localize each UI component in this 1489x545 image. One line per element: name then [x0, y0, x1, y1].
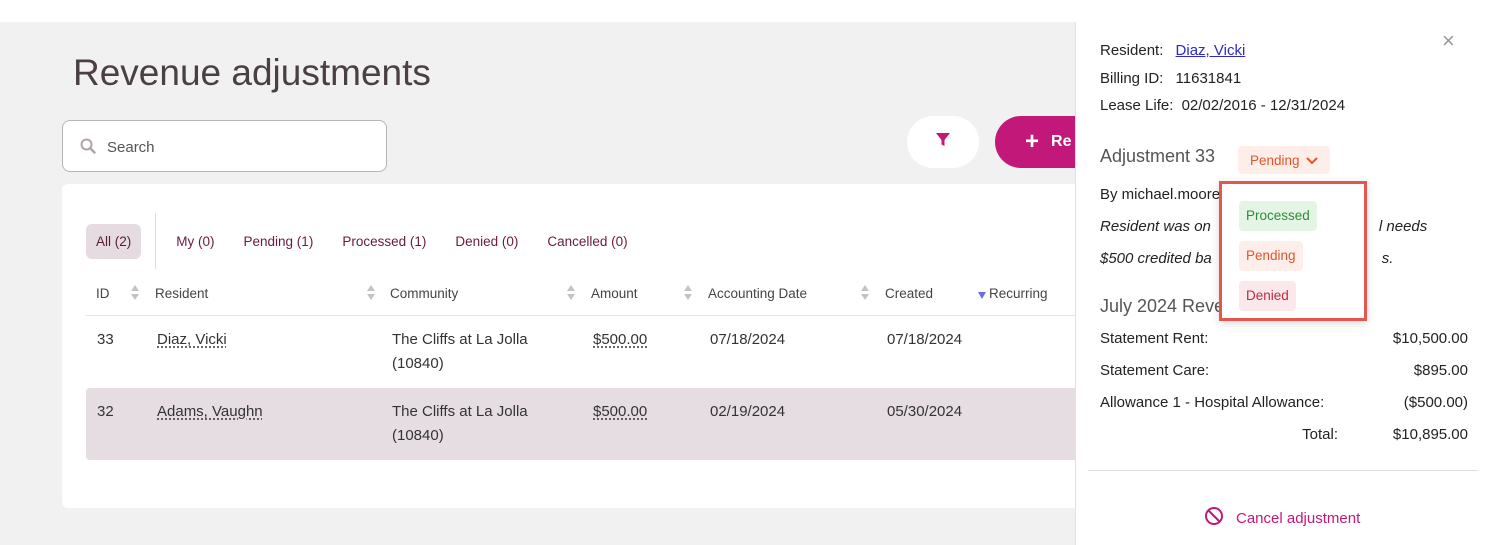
sort-icon[interactable]	[567, 285, 575, 301]
line-item-label: Allowance 1 - Hospital Allowance:	[1100, 394, 1325, 411]
community-name: The Cliffs at La Jolla	[392, 403, 528, 420]
note-line-1-start: Resident was on	[1100, 218, 1211, 235]
sort-icon[interactable]	[367, 285, 375, 301]
status-label: Pending	[1250, 152, 1300, 168]
tab-denied[interactable]: Denied (0)	[455, 233, 519, 249]
search-box[interactable]	[62, 120, 387, 172]
status-dropdown-button[interactable]: Pending	[1238, 146, 1330, 174]
community-name: The Cliffs at La Jolla	[392, 331, 528, 348]
cancel-adjustment-button[interactable]: Cancel adjustment	[1204, 506, 1360, 530]
cancel-icon	[1204, 506, 1236, 530]
total-label: Total:	[1302, 426, 1338, 443]
status-option-denied[interactable]: Denied	[1239, 281, 1296, 311]
cell-community: The Cliffs at La Jolla (10840)	[392, 400, 528, 448]
line-item-value: $895.00	[1413, 362, 1468, 379]
column-header-id[interactable]: ID	[96, 286, 110, 301]
resident-link[interactable]: Adams, Vaughn	[157, 403, 263, 420]
note-line-1: Resident was on l needs	[1100, 218, 1427, 235]
lease-value: 02/02/2016 - 12/31/2024	[1181, 97, 1346, 114]
page-title: Revenue adjustments	[73, 52, 431, 93]
cell-id: 32	[97, 403, 114, 420]
line-item: Allowance 1 - Hospital Allowance: ($500.…	[1100, 394, 1468, 416]
tab-my[interactable]: My (0)	[176, 233, 215, 249]
resident-row: Resident: Diaz, Vicki	[1100, 42, 1245, 59]
note-line-2: $500 credited ba s.	[1100, 250, 1393, 267]
filter-icon	[935, 132, 951, 153]
line-item-label: Statement Rent:	[1100, 330, 1209, 347]
tab-all[interactable]: All (2)	[86, 223, 142, 259]
cell-community: The Cliffs at La Jolla (10840)	[392, 328, 528, 376]
lease-label: Lease Life:	[1100, 97, 1174, 114]
status-dropdown-menu: Processed Pending Denied	[1219, 181, 1367, 321]
tab-pending[interactable]: Pending (1)	[243, 233, 314, 249]
column-header-amount[interactable]: Amount	[591, 286, 638, 301]
status-tabs: All (2) My (0) Pending (1) Processed (1)…	[86, 213, 657, 269]
divider	[1088, 470, 1478, 471]
statement-section-title: July 2024 Reve	[1100, 296, 1225, 316]
table-header: ID Resident Community Amount Accounting …	[86, 280, 1102, 316]
close-icon[interactable]: ×	[1442, 28, 1455, 53]
line-item-label: Statement Care:	[1100, 362, 1210, 379]
sort-icon[interactable]	[861, 285, 869, 301]
adjustments-card: All (2) My (0) Pending (1) Processed (1)…	[62, 184, 1102, 508]
total-value: $10,895.00	[1392, 426, 1468, 443]
status-option-pending[interactable]: Pending	[1239, 241, 1303, 271]
search-icon	[80, 138, 96, 159]
adjustment-title: Adjustment 33	[1100, 146, 1216, 166]
amount-link[interactable]: $500.00	[593, 331, 648, 348]
chevron-down-icon	[1305, 153, 1318, 168]
billing-value: 11631841	[1175, 70, 1242, 87]
table-row[interactable]: 33 Diaz, Vicki The Cliffs at La Jolla (1…	[86, 316, 1102, 388]
plus-icon: +	[1025, 128, 1040, 155]
lease-row: Lease Life: 02/02/2016 - 12/31/2024	[1100, 97, 1345, 114]
line-item: Statement Rent: $10,500.00	[1100, 330, 1468, 352]
note-line-2-end: s.	[1381, 250, 1394, 267]
billing-label: Billing ID:	[1100, 70, 1164, 87]
resident-link[interactable]: Diaz, Vicki	[1175, 42, 1246, 59]
tab-processed[interactable]: Processed (1)	[342, 233, 427, 249]
amount-link[interactable]: $500.00	[593, 403, 648, 420]
top-bar	[0, 0, 1489, 22]
column-header-community[interactable]: Community	[390, 286, 459, 301]
column-header-recurring[interactable]: Recurring	[989, 286, 1048, 301]
column-header-resident[interactable]: Resident	[155, 286, 209, 301]
cell-accounting-date: 07/18/2024	[710, 331, 786, 348]
note-line-2-start: $500 credited ba	[1100, 250, 1212, 267]
column-header-created[interactable]: Created	[885, 286, 934, 301]
line-item-value: $10,500.00	[1392, 330, 1468, 347]
sort-icon[interactable]	[684, 285, 692, 301]
community-code: (10840)	[392, 427, 444, 444]
cell-id: 33	[97, 331, 114, 348]
resident-label: Resident:	[1100, 42, 1164, 59]
add-button-label: Re	[1051, 133, 1072, 150]
filter-button[interactable]	[907, 116, 979, 168]
note-line-1-end: l needs	[1378, 218, 1428, 235]
line-item-value: ($500.00)	[1403, 394, 1468, 411]
status-option-processed[interactable]: Processed	[1239, 201, 1317, 231]
tab-divider	[155, 213, 157, 269]
tab-cancelled[interactable]: Cancelled (0)	[547, 233, 628, 249]
cell-accounting-date: 02/19/2024	[710, 403, 786, 420]
community-code: (10840)	[392, 355, 444, 372]
cell-created: 07/18/2024	[887, 331, 963, 348]
created-by: By michael.moore	[1100, 186, 1221, 203]
billing-row: Billing ID: 11631841	[1100, 70, 1241, 87]
table-row[interactable]: 32 Adams, Vaughn The Cliffs at La Jolla …	[86, 388, 1102, 460]
column-header-accounting-date[interactable]: Accounting Date	[708, 286, 808, 301]
cell-created: 05/30/2024	[887, 403, 963, 420]
total-row: Total: $10,895.00	[1100, 426, 1468, 448]
sort-icon[interactable]	[131, 285, 139, 301]
sort-descending-icon[interactable]	[978, 292, 986, 299]
resident-link[interactable]: Diaz, Vicki	[157, 331, 227, 348]
cancel-label: Cancel adjustment	[1236, 509, 1361, 527]
search-input[interactable]	[107, 135, 367, 159]
line-item: Statement Care: $895.00	[1100, 362, 1468, 384]
